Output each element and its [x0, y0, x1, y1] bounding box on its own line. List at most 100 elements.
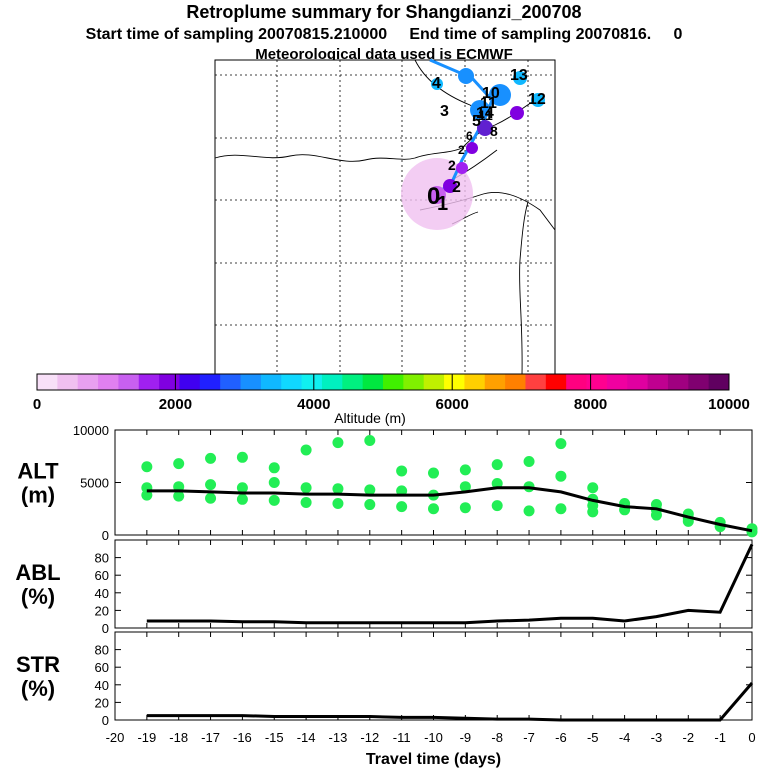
scatter-point [268, 462, 280, 474]
colorbar-swatch [647, 374, 669, 390]
x-tick-label: 0 [748, 730, 755, 745]
colorbar-swatch [77, 374, 99, 390]
colorbar-tick-label: 2000 [159, 396, 192, 413]
x-tick-label: -19 [137, 730, 156, 745]
colorbar-swatch [281, 374, 303, 390]
x-tick-label: -13 [329, 730, 348, 745]
y-axis-label: STR [16, 652, 60, 677]
time-series-charts: 0500010000ALT(m)020406080ABL(%)020406080… [15, 423, 758, 768]
trajectory-label: 13 [510, 67, 528, 84]
trajectory-label: 3 [440, 103, 449, 120]
y-tick-label: 20 [95, 695, 109, 710]
y-tick-label: 0 [102, 528, 109, 543]
colorbar-tick-label: 6000 [436, 396, 469, 413]
colorbar-swatch [240, 374, 262, 390]
chart-abl: 0 20 40 60 80 ABL(%) [15, 539, 754, 636]
scatter-point [396, 465, 408, 477]
colorbar-swatch [260, 374, 282, 390]
colorbar-swatch [199, 374, 221, 390]
trajectory-marker [466, 142, 478, 154]
trajectory-label: 5 [472, 113, 481, 130]
colorbar-swatch [98, 374, 119, 390]
y-tick-label: 10000 [73, 423, 109, 438]
scatter-point [428, 467, 439, 479]
scatter-point [205, 492, 217, 504]
colorbar-swatch [545, 374, 567, 390]
chart-frame [114, 631, 753, 721]
chart-frame [114, 539, 753, 629]
colorbar-swatch [444, 374, 465, 390]
x-tick-label: -7 [523, 730, 535, 745]
colorbar-swatch [362, 374, 384, 390]
trajectory-label: 4 [432, 75, 441, 92]
x-tick-label: -18 [169, 730, 188, 745]
trajectory-marker [428, 186, 446, 204]
x-tick-label: -8 [491, 730, 503, 745]
str-line [146, 682, 754, 722]
scatter-point [746, 526, 758, 538]
scatter-point [587, 506, 599, 518]
colorbar-swatch [118, 374, 140, 390]
sampling-times: Start time of sampling 20070815.210000 E… [85, 26, 683, 43]
y-tick-label: 40 [95, 678, 109, 693]
trajectory-label: 8 [490, 123, 498, 139]
trajectory-marker [513, 71, 527, 85]
figure-title: Retroplume summary for Shangdianzi_20070… [186, 2, 582, 22]
colorbar-swatch [159, 374, 180, 390]
trajectory-marker [458, 68, 474, 84]
trajectory-marker [456, 162, 468, 174]
trajectory-label: 11 [480, 95, 497, 112]
colorbar-swatch [423, 374, 445, 390]
y-axis-label: ABL [15, 560, 60, 585]
trajectory-label: 14 [476, 105, 494, 122]
trajectory-marker [510, 106, 524, 120]
trajectory-label: 0 [427, 183, 440, 210]
scatter-point [459, 464, 471, 476]
chart-frame [114, 429, 753, 536]
colorbar-swatch [403, 374, 425, 390]
trajectory-label: 11 [478, 107, 493, 123]
colorbar-tick-label: 0 [33, 396, 41, 413]
scatter-point [364, 435, 376, 446]
x-tick-label: -20 [106, 730, 125, 745]
colorbar-swatch [708, 374, 730, 390]
y-tick-label: 0 [102, 621, 109, 636]
y-tick-label: 40 [95, 586, 109, 601]
colorbar-tick-label: 8000 [574, 396, 607, 413]
scatter-point [523, 505, 535, 517]
x-tick-label: -4 [619, 730, 631, 745]
trajectory-label: 1 [437, 193, 448, 215]
colorbar-swatch [606, 374, 628, 390]
scatter-point [555, 470, 567, 482]
scatter-point [650, 509, 662, 521]
x-tick-label: -12 [360, 730, 379, 745]
colorbar-swatch [57, 374, 79, 390]
scatter-point [491, 500, 503, 512]
y-tick-label: 80 [95, 551, 109, 566]
scatter-point [300, 444, 312, 456]
colorbar-swatch [321, 374, 343, 390]
scatter-point [236, 451, 248, 463]
mean-altitude-line [146, 486, 753, 533]
scatter-point [396, 501, 408, 513]
scatter-point [268, 477, 280, 488]
colorbar-swatch [627, 374, 649, 390]
scatter-point [205, 452, 217, 464]
colorbar-swatch [138, 374, 160, 390]
x-tick-label: -10 [424, 730, 443, 745]
scatter-point [332, 483, 344, 495]
colorbar-swatch [342, 374, 364, 390]
y-tick-label: 20 [95, 603, 109, 618]
scatter-point [236, 482, 248, 494]
colorbar-swatch [667, 374, 689, 390]
trajectory-label: 2 [448, 157, 456, 173]
trajectory-label: 10 [482, 85, 500, 102]
scatter-point [332, 437, 344, 449]
met-data-note: Meteorological data used is ECMWF [255, 46, 513, 63]
x-axis-label: Travel time (days) [366, 751, 501, 768]
scatter-point [364, 484, 376, 496]
colorbar-swatch [464, 374, 486, 390]
trajectory-label: 2 [452, 179, 461, 196]
altitude-colorbar: 0 2000 4000 6000 8000 10000 Altitude (m) [33, 373, 750, 426]
